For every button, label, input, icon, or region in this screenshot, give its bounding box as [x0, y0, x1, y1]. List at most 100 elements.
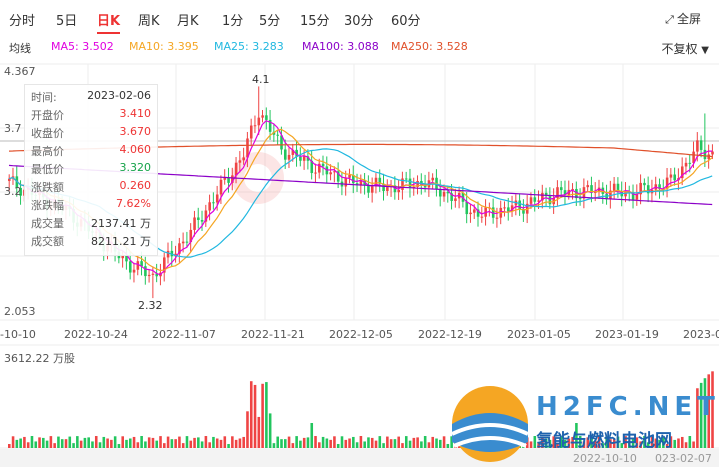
adjust-dropdown[interactable]: 不复权 ▼: [661, 40, 709, 57]
candle-body: [703, 149, 707, 160]
candle-body: [378, 177, 382, 184]
tab-5min[interactable]: 5分: [259, 14, 281, 29]
volume-bar: [352, 436, 355, 448]
candle-body: [193, 217, 196, 230]
tab-monthly-k[interactable]: 月K: [177, 14, 199, 29]
candle-body: [446, 192, 450, 194]
candle-body: [227, 177, 230, 183]
volume-bar: [446, 443, 450, 448]
tab-weekly-k[interactable]: 周K: [138, 14, 160, 29]
candle-body: [272, 131, 276, 135]
candle-body: [163, 257, 166, 273]
candle-body: [533, 197, 537, 202]
grid: [0, 63, 719, 449]
candle-body: [185, 241, 189, 243]
candle-body: [299, 156, 302, 161]
candle-body: [510, 205, 514, 212]
volume-bar: [628, 440, 631, 448]
volume-bar: [49, 436, 53, 448]
site-watermark: H2FC.NET 氢能与燃料电池网: [448, 380, 719, 467]
volume-bar: [68, 436, 72, 448]
candle-body: [215, 194, 219, 203]
candle-body: [276, 134, 280, 136]
candle-body: [544, 192, 548, 197]
site-name-en: H2FC.NET: [536, 392, 719, 422]
volume-bar: [125, 439, 128, 448]
volume-bar: [155, 440, 159, 448]
tab-30min[interactable]: 30分: [344, 14, 374, 29]
volume-bar: [261, 383, 264, 448]
tab-5day[interactable]: 5日: [56, 14, 78, 29]
tab-1min[interactable]: 1分: [222, 14, 244, 29]
volume-bar: [57, 436, 60, 448]
candle-body: [318, 163, 321, 173]
candle-body: [597, 187, 601, 193]
candle-body: [352, 175, 355, 184]
candle-body: [646, 185, 650, 194]
volume-bar: [94, 436, 98, 448]
date-label: 2022-12-05: [329, 328, 393, 341]
date-label: 2022-12-19: [418, 328, 482, 341]
tab-intraday[interactable]: 分时: [9, 14, 36, 29]
date-label: 2022-10-24: [64, 328, 128, 341]
volume-bars: [8, 371, 714, 448]
candle-body: [416, 180, 419, 187]
volume-bar: [189, 440, 193, 448]
candle-body: [268, 119, 272, 132]
volume-bar: [669, 436, 673, 448]
candle-body: [699, 140, 703, 150]
candle-body: [711, 151, 714, 155]
volume-bar: [333, 436, 336, 448]
volume-bar: [401, 443, 404, 448]
volume-bar: [378, 436, 382, 448]
candle-body: [556, 187, 559, 199]
tab-15min[interactable]: 15分: [300, 14, 330, 29]
candle-body: [696, 140, 699, 152]
candle-body: [476, 209, 480, 217]
volume-bar: [578, 436, 582, 448]
volume-bar: [212, 436, 215, 448]
candle-body: [280, 135, 283, 150]
volume-bar: [30, 436, 34, 448]
volume-bar: [204, 436, 208, 448]
fullscreen-button[interactable]: ⤢ 全屏: [665, 10, 701, 27]
volume-bar: [208, 442, 211, 448]
volume-bar: [53, 443, 56, 448]
volume-bar: [340, 436, 344, 448]
volume-bar: [219, 439, 223, 448]
candle-body: [295, 149, 298, 157]
tab-daily-k[interactable]: 日K: [97, 10, 121, 34]
volume-bar: [616, 436, 620, 448]
candle-body: [616, 183, 620, 192]
volume-bar: [404, 436, 408, 448]
tooltip-row: 最低价 3.320: [31, 161, 151, 176]
volume-bar: [646, 442, 650, 448]
tab-60min[interactable]: 60分: [391, 14, 421, 29]
chevron-down-icon: ▼: [701, 45, 709, 56]
volume-bar: [79, 440, 83, 448]
ma10-legend: MA10: 3.395: [129, 40, 199, 53]
candle-body: [287, 154, 291, 160]
candle-body: [261, 115, 264, 118]
candle-body: [609, 190, 612, 200]
volume-bar: [178, 436, 181, 448]
volume-bar: [635, 437, 639, 448]
volume-bar: [344, 439, 348, 448]
tooltip-row: 成交额 8211.21 万: [31, 235, 151, 248]
volume-bar: [151, 437, 155, 448]
volume-bar: [612, 439, 616, 448]
volume-bar: [582, 441, 586, 448]
candle-body: [635, 194, 639, 200]
candle-body: [265, 115, 268, 120]
candle-body: [132, 269, 136, 273]
volume-bar: [45, 440, 49, 448]
volume-bar: [363, 441, 366, 448]
volume-bar: [91, 441, 94, 448]
candle-body: [166, 250, 170, 258]
volume-bar: [643, 436, 646, 448]
volume-bar: [136, 442, 140, 448]
timeline-navigator[interactable]: [0, 449, 719, 467]
volume-bar: [132, 436, 136, 448]
high-marker: 4.1: [252, 73, 270, 86]
